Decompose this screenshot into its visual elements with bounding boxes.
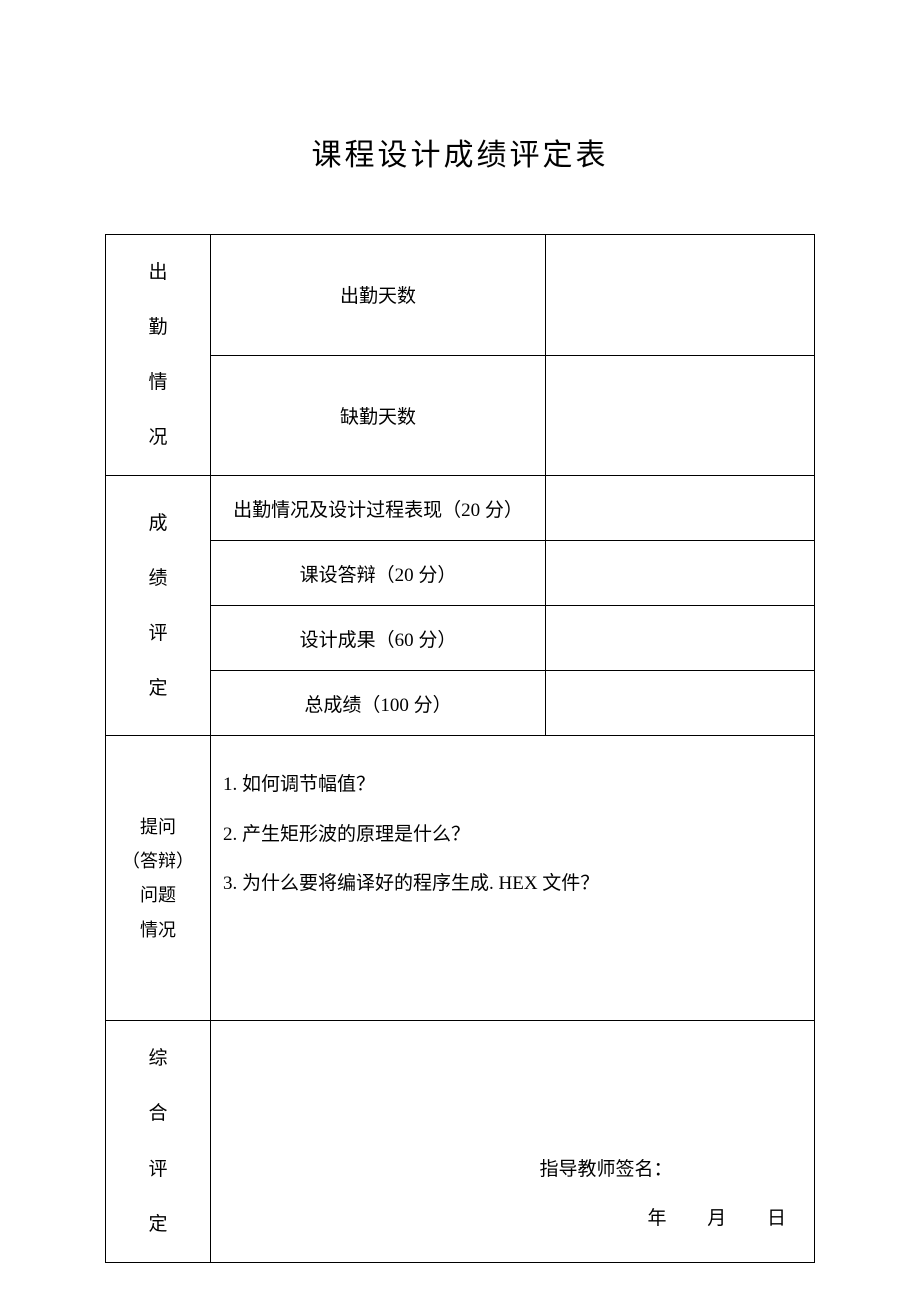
label-text: 问题 [110,878,206,912]
grade-item-label: 设计成果（60 分） [211,606,546,671]
grade-item-label: 出勤情况及设计过程表现（20 分） [211,476,546,541]
label-text: 出勤情况 [106,245,210,465]
question-item: 2. 产生矩形波的原理是什么？ [223,810,802,859]
label-text: 成绩评定 [106,496,210,716]
table-row: 出勤情况 出勤天数 [106,235,815,356]
attendance-days-value [546,235,815,356]
grade-item-value [546,606,815,671]
year-label: 年 [647,1208,666,1229]
label-text: 提问 [110,810,206,844]
page-title: 课程设计成绩评定表 [105,130,815,174]
questions-cell: 1. 如何调节幅值？ 2. 产生矩形波的原理是什么？ 3. 为什么要将编译好的程… [211,736,815,1021]
day-label: 日 [767,1208,786,1229]
absence-days-value [546,355,815,476]
grade-item-value [546,541,815,606]
grade-item-label: 课设答辩（20 分） [211,541,546,606]
table-row: 设计成果（60 分） [106,606,815,671]
attendance-label: 出勤情况 [106,235,211,476]
label-text: 情况 [110,913,206,947]
attendance-days-label: 出勤天数 [211,235,546,356]
date-line: 年 月 日 [479,1194,804,1243]
label-text: 综合评定 [106,1031,210,1251]
question-item: 3. 为什么要将编译好的程序生成. HEX 文件？ [223,859,802,908]
page-container: 课程设计成绩评定表 出勤情况 出勤天数 缺勤天数 成绩评定 [0,0,920,1263]
summary-label: 综合评定 [106,1021,211,1262]
question-item: 1. 如何调节幅值？ [223,760,802,809]
grade-item-value [546,476,815,541]
grade-label: 成绩评定 [106,476,211,736]
month-label: 月 [707,1208,726,1229]
table-row: 课设答辩（20 分） [106,541,815,606]
grade-item-label: 总成绩（100 分） [211,671,546,736]
signature-label: 指导教师签名： [479,1145,804,1194]
table-row: 总成绩（100 分） [106,671,815,736]
table-row: 缺勤天数 [106,355,815,476]
evaluation-table: 出勤情况 出勤天数 缺勤天数 成绩评定 出勤情况及设计过程表现（20 分） 课设… [105,234,815,1263]
label-text: （答辩） [110,844,206,878]
table-row: 提问 （答辩） 问题 情况 1. 如何调节幅值？ 2. 产生矩形波的原理是什么？… [106,736,815,1021]
qa-label: 提问 （答辩） 问题 情况 [106,736,211,1021]
grade-item-value [546,671,815,736]
signature-block: 指导教师签名： 年 月 日 [479,1145,804,1244]
table-row: 综合评定 指导教师签名： 年 月 日 [106,1021,815,1262]
absence-days-label: 缺勤天数 [211,355,546,476]
table-row: 成绩评定 出勤情况及设计过程表现（20 分） [106,476,815,541]
summary-cell: 指导教师签名： 年 月 日 [211,1021,815,1262]
